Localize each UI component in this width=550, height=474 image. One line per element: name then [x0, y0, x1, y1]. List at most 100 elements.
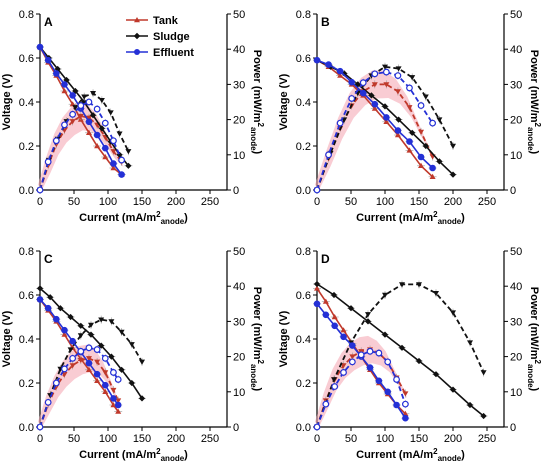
tank-power-error-band [38, 344, 121, 427]
effluent-polarization-point [325, 61, 332, 68]
right-y-axis-title-part: anode [249, 127, 258, 151]
effluent-power-point [375, 349, 383, 357]
tank-power-error-band [38, 102, 124, 190]
right-y-tick-label: 50 [233, 9, 245, 21]
tank-power-point [110, 387, 117, 394]
effluent-power-point [336, 119, 344, 127]
sludge-power-point [467, 340, 473, 346]
left-y-axis-title: Voltage (V) [1, 310, 13, 367]
effluent-power-point [101, 119, 109, 127]
right-y-axis-title-part: Power (mW/m [528, 287, 540, 360]
x-tick-label: 0 [314, 433, 320, 445]
left-y-tick-label: 0.2 [19, 141, 34, 153]
effluent-power-point [110, 369, 117, 376]
effluent-power-point [402, 400, 409, 408]
effluent-power-point [325, 151, 332, 159]
sludge-power-point [128, 342, 135, 348]
effluent-polarization-point [336, 67, 344, 75]
x-axis-title-part: 2 [433, 210, 438, 219]
tank-power-point [406, 105, 413, 111]
left-y-tick-label: 0.0 [19, 185, 34, 197]
x-tick-label: 250 [201, 196, 219, 208]
left-y-tick-label: 0.6 [19, 53, 34, 65]
effluent-polarization-point [375, 377, 383, 385]
tank-power-error-band [315, 70, 435, 190]
left-y-tick-label: 0.8 [296, 9, 311, 21]
effluent-polarization-point [114, 401, 122, 409]
sludge-power-point [365, 312, 371, 318]
x-axis-title-part: Current (mA/m [356, 449, 433, 461]
sludge-power-point [331, 377, 337, 383]
x-axis-title-part: Current (mA/m [79, 449, 156, 461]
effluent-power-point [348, 95, 356, 102]
right-y-axis-title-part: Power (mW/m [251, 50, 263, 123]
sludge-power-point [118, 329, 125, 335]
sludge-power-point [139, 359, 145, 365]
x-tick-label: 150 [410, 433, 428, 445]
right-y-tick-label: 50 [233, 246, 245, 258]
tank-polarization-point [94, 143, 101, 149]
x-tick-label: 100 [99, 196, 117, 208]
left-y-tick-label: 0.8 [19, 246, 34, 258]
x-tick-label: 250 [201, 433, 219, 445]
effluent-polarization-point [417, 153, 425, 161]
x-tick-label: 200 [167, 196, 185, 208]
effluent-polarization-point [93, 131, 101, 139]
effluent-polarization-point [383, 114, 390, 121]
left-y-tick-label: 0.6 [19, 290, 34, 302]
x-tick-label: 50 [345, 196, 357, 208]
right-y-tick-label: 10 [233, 150, 245, 162]
effluent-polarization-point [61, 326, 68, 334]
effluent-power-point [69, 354, 77, 362]
effluent-power-point [417, 102, 425, 109]
x-axis-title-part: Current (mA/m [356, 212, 433, 224]
right-y-axis-title-part: anode [249, 364, 258, 388]
right-y-axis-title-part: 2 [533, 123, 542, 128]
x-axis-title-part: 2 [156, 210, 161, 219]
tank-polarization-point [102, 154, 109, 160]
effluent-polarization-point [313, 300, 321, 308]
effluent-power-point [357, 351, 365, 359]
effluent-polarization-point [384, 388, 392, 396]
x-axis-title-part: 2 [156, 447, 161, 456]
panel-d: 0 50 100 150 200 250 0.0 0.2 0.4 0.6 0.8 0 10 20 30 40 5… [278, 246, 542, 463]
effluent-power-point [331, 383, 339, 390]
right-y-axis-title-part: anode [526, 127, 535, 151]
left-y-tick-label: 0.2 [19, 378, 34, 390]
right-y-tick-label: 30 [233, 316, 245, 328]
x-tick-label: 150 [133, 433, 151, 445]
effluent-power-point [313, 423, 321, 431]
panel-a: 0 50 100 150 200 250 0.0 0.2 0.4 0.6 0.8 0 10 20 30 40 5… [1, 9, 265, 226]
effluent-polarization-point [61, 81, 68, 88]
effluent-power-point [93, 105, 101, 113]
sludge-polarization-point [364, 318, 372, 325]
effluent-power-point [77, 347, 85, 355]
right-y-tick-label: 20 [510, 115, 522, 127]
sludge-power-point [450, 143, 456, 149]
x-axis-title: Current (mA/m2anode) [79, 447, 188, 463]
sludge-power-point [88, 322, 94, 328]
tank-power-point [110, 149, 117, 155]
tank-power-point [349, 354, 356, 360]
legend-effluent-marker [134, 49, 140, 55]
left-y-tick-label: 0.0 [19, 422, 34, 434]
tank-polarization-point [110, 165, 117, 171]
x-axis-title-part: Current (mA/m [79, 212, 156, 224]
effluent-power-point [52, 137, 60, 145]
effluent-polarization-point [402, 414, 409, 422]
sludge-power-point [108, 319, 115, 325]
effluent-power-point [384, 358, 392, 366]
tank-polarization-point [61, 331, 68, 337]
panel-letter: D [321, 252, 330, 266]
tank-power-point [394, 89, 401, 95]
x-axis-title-part: anode [161, 454, 185, 463]
left-y-tick-label: 0.0 [296, 422, 311, 434]
x-tick-label: 50 [68, 433, 80, 445]
left-y-tick-label: 0.4 [296, 334, 311, 346]
x-axis-title-part: ) [184, 212, 188, 224]
left-y-tick-label: 0.2 [296, 141, 311, 153]
x-tick-label: 0 [314, 196, 320, 208]
effluent-polarization-point [359, 89, 367, 97]
sludge-polarization-point [125, 162, 132, 169]
effluent-polarization-point [348, 78, 355, 86]
